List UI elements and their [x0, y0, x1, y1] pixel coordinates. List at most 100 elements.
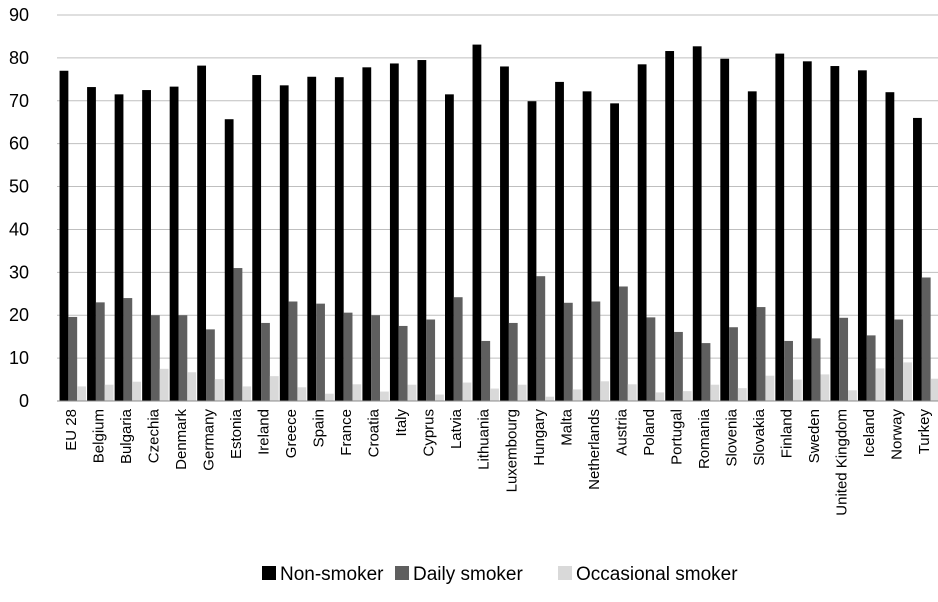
bar: [545, 396, 554, 401]
bar: [930, 378, 938, 401]
y-tick-label: 70: [9, 91, 29, 111]
bar: [462, 382, 472, 401]
bar: [500, 66, 509, 401]
bar: [536, 276, 546, 401]
bar: [242, 386, 252, 401]
x-tick-label: Hungary: [531, 409, 548, 466]
legend-label: Daily smoker: [413, 564, 523, 585]
bar: [435, 394, 444, 401]
bar: [682, 391, 692, 401]
x-tick-label: Greece: [283, 409, 300, 458]
bar: [866, 335, 876, 401]
y-tick-label: 30: [9, 262, 29, 282]
x-tick-label: Iceland: [861, 409, 878, 457]
x-tick-label: Czechia: [145, 408, 162, 463]
x-tick-label: Sweden: [806, 409, 823, 463]
x-axis-tick-labels: EU 28 Belgium Bulgaria Czechia Denmark German…: [63, 408, 933, 515]
bar: [490, 388, 499, 401]
x-tick-label: EU 28: [63, 409, 80, 451]
bar: [913, 117, 922, 401]
legend-swatch: [558, 566, 572, 580]
bar: [839, 317, 849, 401]
x-tick-label: Italy: [393, 409, 410, 437]
bar: [481, 340, 491, 401]
bar: [389, 63, 399, 401]
bar: [169, 86, 179, 401]
bar: [453, 297, 463, 401]
bar: [307, 76, 317, 401]
x-tick-label: Estonia: [228, 408, 245, 459]
y-tick-label: 60: [9, 134, 29, 154]
bar: [830, 66, 840, 401]
bar: [646, 317, 656, 401]
bar: [710, 384, 720, 401]
bar: [104, 384, 114, 401]
bar: [95, 302, 105, 401]
bar: [279, 85, 289, 402]
bar: [572, 389, 582, 401]
bar: [233, 268, 243, 401]
y-tick-label: 10: [9, 348, 29, 368]
x-tick-label: Cyprus: [421, 409, 438, 457]
bar: [894, 319, 904, 401]
bar: [224, 119, 234, 401]
y-tick-label: 90: [9, 5, 29, 25]
x-tick-label: Spain: [311, 409, 328, 447]
bar: [417, 60, 427, 402]
bar: [591, 301, 601, 401]
x-tick-label: Malta: [558, 408, 575, 445]
bar: [875, 368, 885, 401]
bar: [114, 94, 124, 401]
bar: [214, 379, 224, 401]
bar: [407, 384, 417, 401]
x-tick-label: Poland: [641, 409, 658, 456]
bar: [692, 46, 702, 401]
bar: [627, 384, 637, 401]
bar: [811, 338, 821, 401]
x-tick-label: Ireland: [255, 409, 272, 455]
bar: [775, 53, 785, 401]
x-tick-label: Slovenia: [724, 408, 741, 466]
x-tick-label: Luxembourg: [503, 409, 520, 492]
bar: [903, 362, 912, 401]
bars: [59, 44, 938, 402]
x-tick-label: Germany: [200, 409, 217, 471]
bar: [87, 87, 96, 401]
bar: [380, 391, 389, 401]
bar: [527, 101, 537, 401]
bar: [371, 315, 381, 401]
bar: [68, 316, 78, 401]
bar: [269, 376, 279, 401]
legend-swatch: [395, 566, 409, 580]
legend-swatch: [262, 566, 276, 580]
bar: [610, 103, 619, 402]
x-tick-label: Slovakia: [751, 408, 768, 465]
bar: [343, 312, 353, 401]
bar: [324, 393, 334, 401]
bar: [187, 372, 197, 401]
x-tick-label: Bulgaria: [118, 408, 135, 464]
bar: [921, 277, 931, 401]
x-tick-label: Denmark: [173, 409, 190, 470]
x-tick-label: Turkey: [916, 409, 933, 455]
bar: [178, 315, 188, 401]
bar: [297, 387, 307, 401]
bar: [123, 298, 133, 401]
bar: [150, 315, 160, 401]
x-tick-label: Portugal: [668, 409, 685, 465]
bar: [261, 322, 270, 401]
bar: [334, 77, 344, 401]
x-tick-label: Norway: [889, 409, 906, 460]
bar: [655, 392, 665, 401]
bar: [737, 388, 747, 401]
bar: [820, 374, 830, 401]
bar: [756, 307, 766, 401]
x-tick-label: Lithuania: [476, 408, 493, 470]
bar: [352, 384, 362, 401]
bar: [857, 70, 867, 402]
legend-label: Occasional smoker: [576, 564, 738, 585]
bar: [637, 64, 647, 402]
bar: [132, 381, 142, 401]
bar: [206, 329, 215, 401]
